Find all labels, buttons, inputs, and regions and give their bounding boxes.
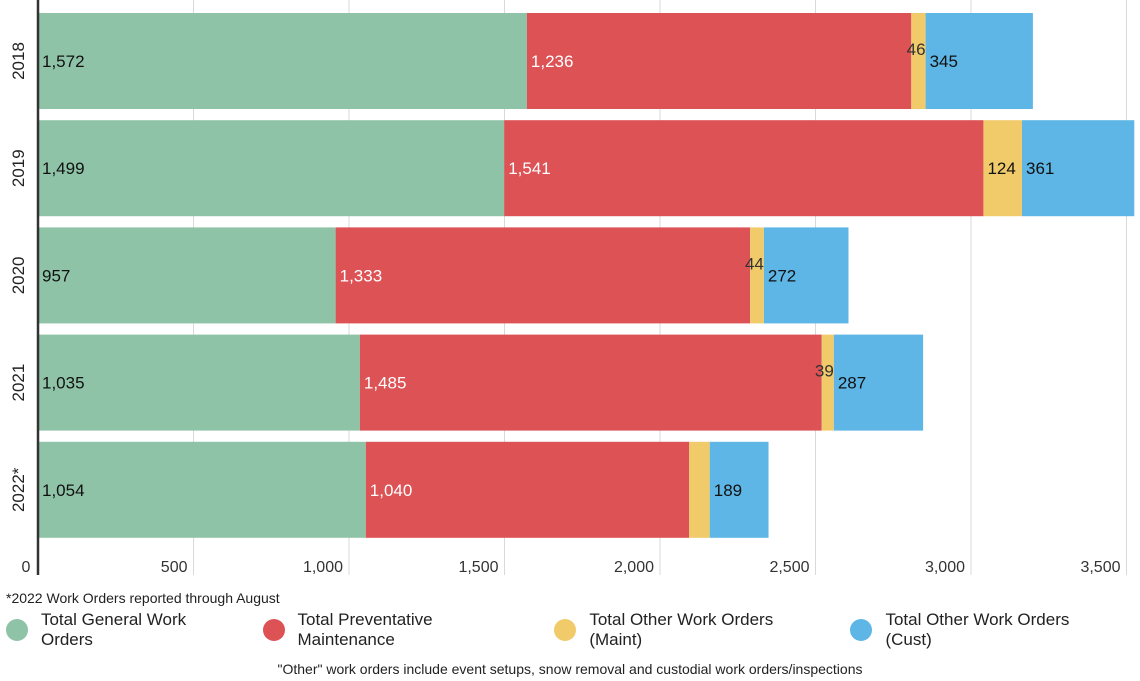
bar-2-4 [359,334,822,431]
bar-4-5 [709,441,769,538]
data-label: 189 [714,481,742,500]
bar-4-4 [833,334,924,431]
data-label: 1,035 [42,374,85,393]
data-label: 1,040 [370,481,413,500]
data-label: 1,485 [364,374,407,393]
legend-label: Total Other Work Orders (Cust) [885,610,1070,649]
data-label: 1,054 [42,481,85,500]
x-tick-label: 2,500 [769,559,809,576]
bar-1-5 [38,441,366,538]
legend-item: Total Other Work Orders (Cust) [850,610,1120,650]
x-tick-label: 2,000 [614,559,654,576]
bar-3-5 [689,441,710,538]
data-label: 1,333 [340,266,383,285]
bar-3-4 [821,334,834,431]
bar-1-2 [38,120,505,217]
data-label: 361 [1026,159,1054,178]
data-label: 46 [907,40,926,59]
category-label: 2018 [9,42,28,80]
bar-1-4 [38,334,360,431]
data-label: 1,541 [508,159,551,178]
data-label: 1,499 [42,159,85,178]
bar-3-1 [911,13,926,109]
legend-item: Total Preventative Maintenance [262,610,535,650]
data-label: 124 [987,159,1015,178]
bar-2-1 [526,13,912,109]
legend-swatch [6,619,28,641]
x-tick-label: 500 [161,559,188,576]
legend-swatch [850,619,873,641]
bar-3-3 [750,227,764,324]
data-label: 287 [838,374,866,393]
data-label: 345 [930,52,958,71]
data-label: 957 [42,266,70,285]
bar-4-3 [763,227,849,324]
bar-4-1 [925,13,1033,109]
category-label: 2022* [9,467,28,512]
data-label: 44 [745,254,764,273]
bar-2-5 [365,441,690,538]
legend-label: Total Preventative Maintenance [297,610,433,649]
legend-label: Total Other Work Orders (Maint) [589,610,774,649]
x-tick-label: 1,000 [303,559,343,576]
legend-item: Total General Work Orders [6,610,243,650]
footnote: "Other" work orders include event setups… [277,661,863,677]
x-tick-label: 0 [22,559,31,576]
data-label: 1,572 [42,52,85,71]
category-label: 2020 [9,256,28,294]
legend-label: Total General Work Orders [40,610,187,649]
data-label: 39 [815,362,834,381]
bar-2-3 [335,227,751,324]
legend-swatch [262,619,285,641]
legend-swatch [554,619,577,641]
x-tick-label: 3,000 [925,559,965,576]
category-label: 2021 [9,364,28,402]
x-tick-label: 1,500 [458,559,498,576]
legend: Total General Work Orders Total Preventat… [6,610,1140,650]
bar-2-2 [504,120,984,217]
bar-4-2 [1022,120,1135,217]
bar-1-3 [38,227,336,324]
note-2022: *2022 Work Orders reported through Augus… [6,590,280,606]
x-tick-label: 3,500 [1080,559,1120,576]
data-label: 272 [768,266,796,285]
bar-1-1 [38,13,527,109]
category-label: 2019 [9,149,28,187]
data-label: 1,236 [531,52,574,71]
bar-3-2 [983,120,1023,217]
legend-item: Total Other Work Orders (Maint) [554,610,830,650]
